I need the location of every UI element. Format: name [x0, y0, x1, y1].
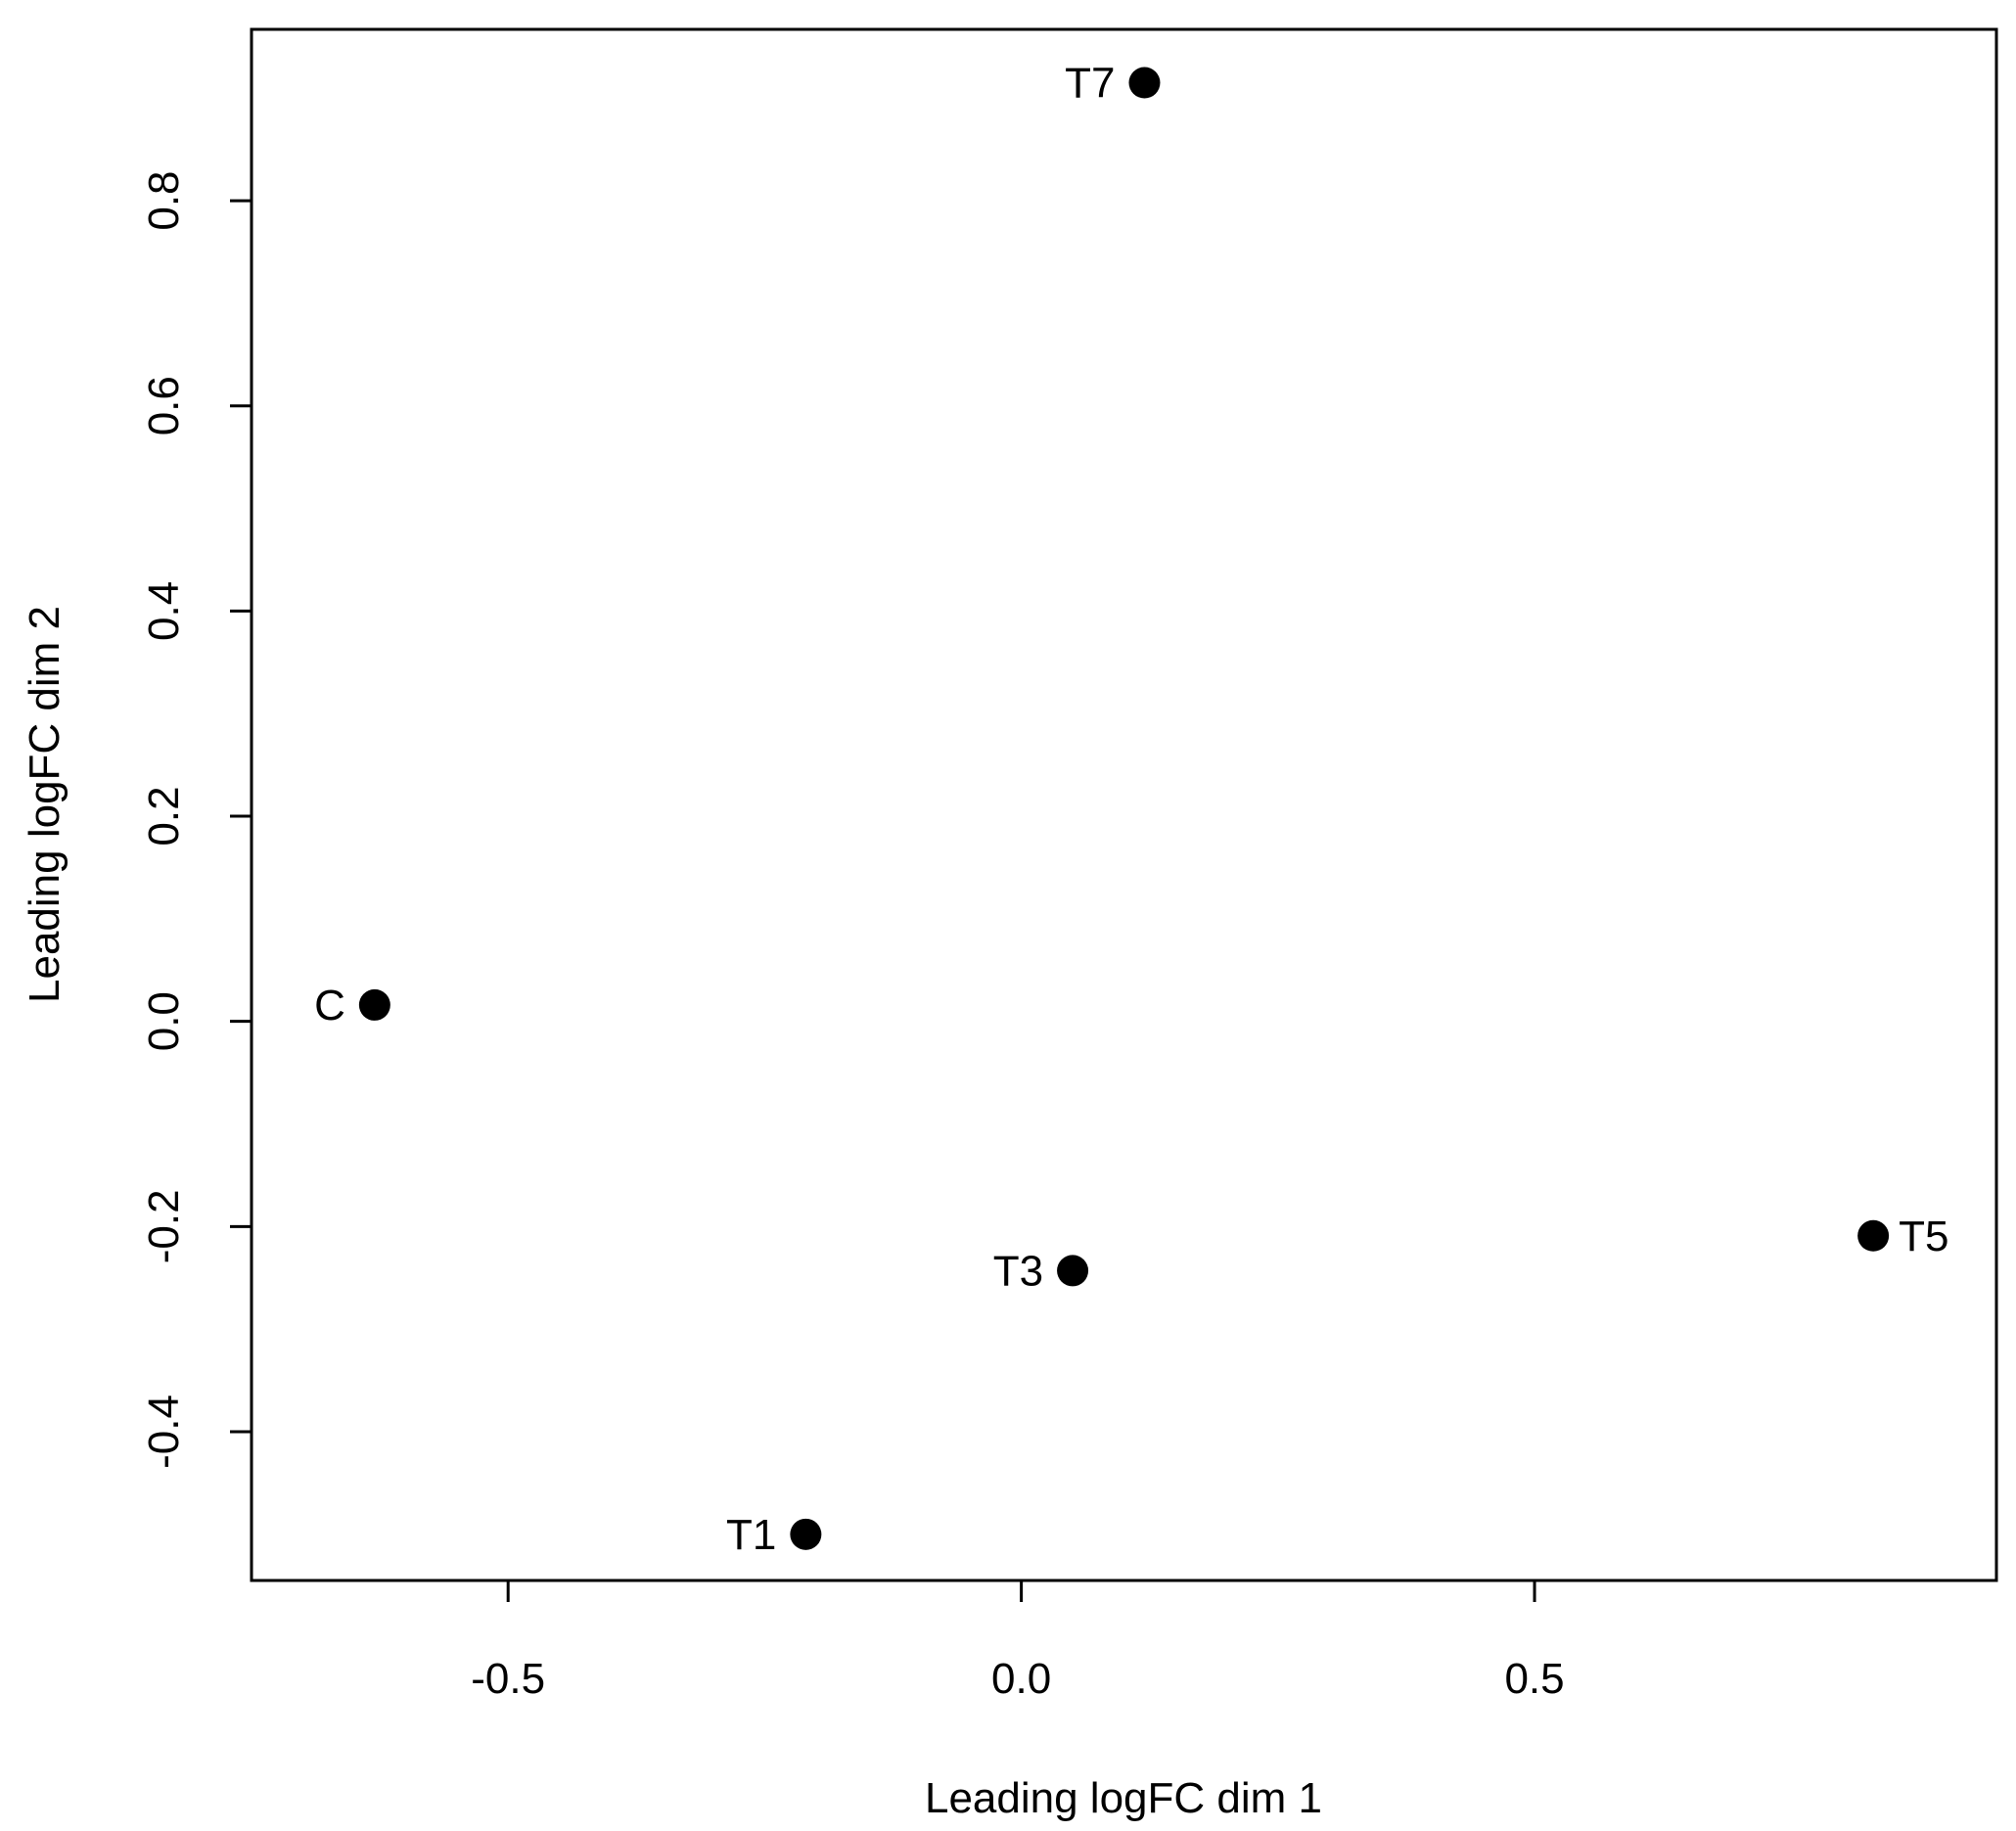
x-tick-label: 0.5: [1504, 1655, 1564, 1703]
y-axis: -0.4 -0.2 0.0 0.2 0.4 0.6 0.8: [140, 170, 253, 1469]
data-point-c: [358, 988, 390, 1021]
y-tick-label: 0.2: [140, 786, 188, 846]
y-tick-label: -0.2: [140, 1189, 188, 1263]
point-label-t5: T5: [1899, 1213, 1948, 1260]
data-point-t3: [1057, 1255, 1089, 1287]
point-label-c: C: [314, 982, 345, 1030]
data-points: C T1 T3 T5 T7: [314, 60, 1948, 1559]
data-point-t1: [790, 1518, 822, 1550]
x-axis: -0.5 0.0 0.5: [471, 1579, 1565, 1703]
data-point-t5: [1857, 1219, 1890, 1252]
data-point-t7: [1128, 67, 1161, 99]
y-axis-label: Leading logFC dim 2: [21, 606, 69, 1003]
y-tick-label: 0.4: [140, 581, 188, 641]
y-tick-label: 0.6: [140, 376, 188, 435]
point-label-t7: T7: [1065, 60, 1115, 108]
point-label-t1: T1: [726, 1511, 776, 1559]
y-tick-label: 0.0: [140, 991, 188, 1051]
plot-frame: [250, 27, 1998, 1582]
y-tick-label: 0.8: [140, 170, 188, 230]
y-tick-label: -0.4: [140, 1395, 188, 1469]
x-axis-label: Leading logFC dim 1: [925, 1774, 1322, 1822]
x-tick-label: 0.0: [991, 1655, 1051, 1703]
point-label-t3: T3: [993, 1247, 1043, 1295]
x-tick-label: -0.5: [471, 1655, 545, 1703]
